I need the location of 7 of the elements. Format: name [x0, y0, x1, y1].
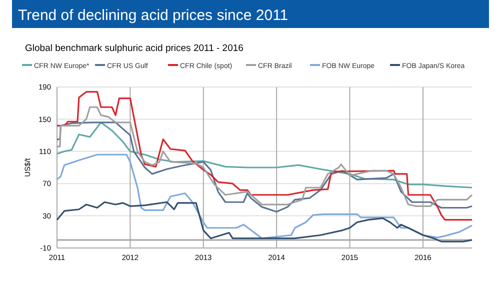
line-series	[56, 122, 473, 188]
chart-title: Trend of declining acid prices since 2011	[18, 7, 288, 24]
line-series	[56, 154, 473, 240]
line-series	[56, 91, 473, 221]
line-series	[56, 201, 473, 242]
chart-subtitle: Global benchmark sulphuric acid prices 2011 - 2016	[25, 43, 244, 54]
line-series	[56, 122, 473, 213]
